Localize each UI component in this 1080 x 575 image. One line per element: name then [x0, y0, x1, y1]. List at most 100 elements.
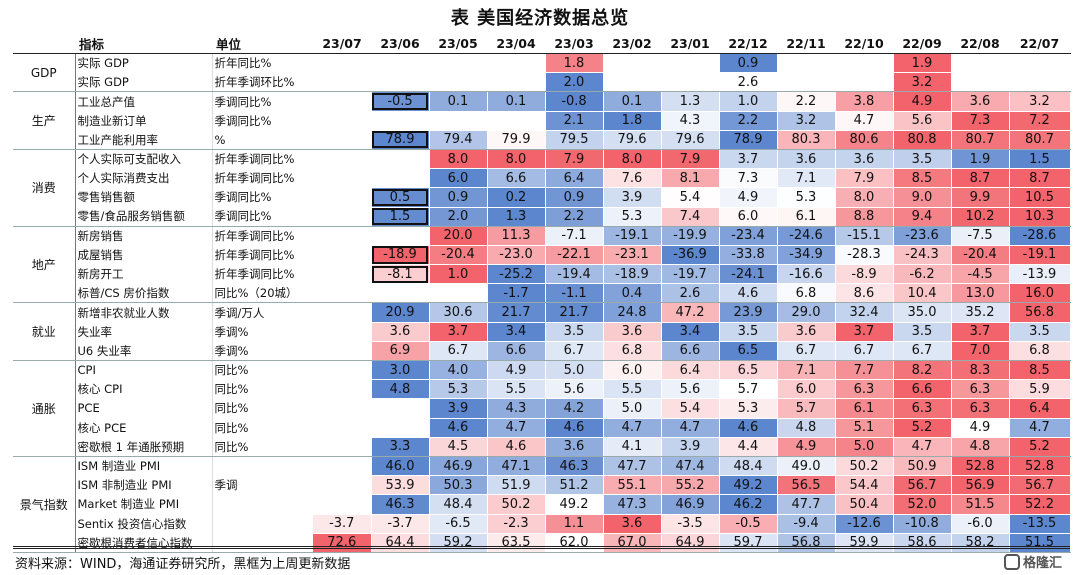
data-cell: [487, 53, 546, 74]
data-cell: -3.5: [661, 514, 720, 534]
data-cell: 58.2: [951, 533, 1010, 553]
data-cell: 5.7: [777, 398, 836, 419]
data-cell: 4.7: [487, 418, 546, 438]
watermark-logo: 格隆汇: [1003, 552, 1062, 571]
data-cell: 2.0: [429, 207, 488, 227]
indicator-label: 密歇根 1 年通胀预期: [75, 437, 213, 457]
data-cell: 8.0: [835, 187, 894, 208]
data-cell: 8.5: [1009, 360, 1071, 381]
data-cell: 5.6: [893, 111, 952, 131]
data-cell: 0.9: [545, 187, 604, 208]
data-cell: 2.2: [777, 91, 836, 112]
data-cell: 6.0: [719, 207, 778, 227]
table-row: 标普/CS 房价指数 同比%（20城） -1.7 -1.1 0.4 2.6 4.6 6.8 8.…: [13, 283, 1071, 304]
data-cell: 49.2: [719, 475, 778, 496]
source-note: 资料来源：WIND，海通证券研究所，黑框为上周更新数据: [15, 557, 351, 572]
table-row: 成屋销售 折年季调同比% -18.9 -20.4 -23.0 -22.1 -23.1 -36.…: [13, 245, 1071, 266]
indicator-label: 实际 GDP: [75, 72, 213, 93]
data-cell: -19.4: [545, 264, 604, 285]
data-cell: 7.1: [777, 168, 836, 189]
data-cell: 3.7: [835, 322, 894, 342]
data-cell: [313, 322, 372, 342]
data-cell: 4.7: [835, 111, 894, 131]
footer: 资料来源：WIND，海通证券研究所，黑框为上周更新数据 格隆汇: [13, 548, 1070, 575]
data-cell: [313, 72, 372, 93]
data-cell: [313, 187, 372, 208]
data-cell: -0.5: [719, 514, 778, 534]
data-cell: 79.9: [487, 130, 546, 150]
data-cell: 24.8: [603, 302, 662, 323]
bottom-rule: [13, 546, 1070, 547]
data-cell: [313, 437, 372, 457]
data-cell: 23.9: [719, 302, 778, 323]
data-cell: 3.8: [835, 91, 894, 112]
data-cell: 8.5: [893, 168, 952, 189]
data-cell: -1.7: [487, 283, 546, 304]
data-cell: 3.6: [777, 322, 836, 342]
data-cell: 1.5: [1009, 149, 1071, 170]
data-cell: -23.0: [487, 245, 546, 266]
data-cell: 0.9: [429, 187, 488, 208]
data-cell: 5.0: [835, 437, 894, 457]
data-cell: 4.7: [603, 418, 662, 438]
unit-label: 季调同比%: [212, 207, 313, 227]
data-cell: 7.3: [719, 168, 778, 189]
data-cell: 3.6: [371, 322, 430, 342]
data-cell: -6.0: [951, 514, 1010, 534]
data-cell: 11.3: [487, 226, 546, 246]
data-cell: 79.5: [545, 130, 604, 150]
table-row: ISM 非制造业 PMI 季调 53.9 50.3 51.9 51.2 55.1 55.2 49…: [13, 475, 1071, 496]
data-cell: 4.5: [429, 437, 488, 457]
data-cell: [603, 53, 662, 74]
data-cell: 35.2: [951, 302, 1010, 323]
data-cell: 2.6: [661, 283, 720, 304]
data-cell: 1.8: [603, 111, 662, 131]
data-cell: 6.5: [719, 360, 778, 381]
data-cell: [371, 398, 430, 419]
data-cell: 9.4: [893, 207, 952, 227]
data-cell: 3.5: [545, 322, 604, 342]
data-cell: 47.7: [777, 494, 836, 515]
category-label: 通胀: [13, 360, 76, 457]
data-cell: -7.1: [545, 226, 604, 246]
data-cell: 50.2: [487, 494, 546, 515]
data-cell: [371, 111, 430, 131]
data-cell: 3.5: [893, 149, 952, 170]
data-cell: 8.7: [1009, 168, 1071, 189]
indicator-label: Sentix 投资信心指数: [75, 514, 213, 534]
data-cell: 3.6: [777, 149, 836, 170]
header-month: 23/07: [313, 34, 371, 54]
unit-label: 折年季调环比%: [212, 72, 313, 93]
header-month: 22/12: [719, 34, 777, 54]
table-row: 零售/食品服务销售额 季调同比% 1.5 2.0 1.3 2.2 5.3 7.4 6.0 6.1 8…: [13, 207, 1071, 227]
data-cell: 7.2: [1009, 111, 1071, 131]
data-cell: 8.8: [835, 207, 894, 227]
data-cell: 3.9: [429, 398, 488, 419]
data-cell: -12.6: [835, 514, 894, 534]
data-cell: 47.4: [661, 456, 720, 477]
header-month: 22/10: [835, 34, 893, 54]
category-label: 生产: [13, 91, 76, 150]
table-row: 核心 PCE 同比% 4.6 4.7 4.6 4.7 4.7 4.6 4.8 5.1 5.2 4.9 4…: [13, 418, 1071, 438]
indicator-label: 核心 CPI: [75, 379, 213, 399]
unit-label: 季调%: [212, 341, 313, 362]
data-cell: 21.7: [487, 302, 546, 323]
data-cell: 10.4: [893, 283, 952, 304]
data-cell: 0.5: [371, 187, 430, 208]
data-cell: -24.3: [893, 245, 952, 266]
data-cell: 4.7: [893, 437, 952, 457]
data-cell: 6.5: [719, 341, 778, 362]
data-cell: 4.8: [371, 379, 430, 400]
data-cell: 21.7: [545, 302, 604, 323]
data-cell: 2.0: [545, 72, 604, 93]
data-cell: 52.8: [951, 456, 1010, 477]
data-cell: [313, 360, 372, 381]
data-cell: 56.5: [777, 475, 836, 496]
data-cell: 80.3: [777, 130, 836, 150]
data-cell: 5.3: [603, 207, 662, 227]
data-cell: -9.4: [777, 514, 836, 534]
data-cell: 80.6: [835, 130, 894, 150]
header-indicator: 指标: [75, 34, 212, 54]
data-cell: 0.2: [487, 187, 546, 208]
data-cell: -18.9: [603, 264, 662, 285]
